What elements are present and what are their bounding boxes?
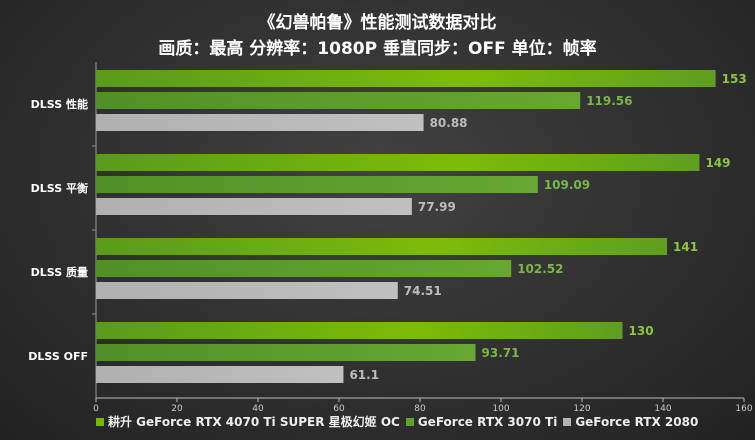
data-label: 61.1	[349, 368, 379, 382]
legend-label: GeForce RTX 2080	[575, 414, 699, 429]
legend-swatch	[96, 417, 104, 426]
bar	[96, 92, 581, 109]
x-tick-label: 60	[333, 404, 345, 414]
data-label: 153	[722, 72, 747, 86]
category-label: DLSS 性能	[31, 97, 88, 111]
data-label: 141	[673, 240, 698, 254]
x-tick-label: 100	[492, 404, 509, 414]
bar	[96, 176, 538, 193]
bar	[96, 154, 700, 171]
legend-label: GeForce RTX 3070 Ti	[417, 414, 558, 429]
data-label: 77.99	[418, 200, 456, 214]
bar	[96, 114, 424, 131]
data-label: 119.56	[586, 94, 632, 108]
x-tick-label: 40	[252, 404, 264, 414]
legend: 耕升 GeForce RTX 4070 Ti SUPER 星极幻姬 OC GeFo…	[96, 413, 698, 430]
data-label: 74.51	[404, 284, 442, 298]
data-label: 130	[629, 324, 654, 338]
legend-item: GeForce RTX 2080	[563, 415, 698, 429]
legend-item: 耕升 GeForce RTX 4070 Ti SUPER 星极幻姬 OC	[96, 413, 400, 430]
chart-title: 《幻兽帕鲁》性能测试数据对比	[258, 13, 497, 33]
x-tick-label: 140	[654, 404, 671, 414]
bar	[96, 282, 398, 299]
legend-swatch	[405, 417, 414, 426]
category-label: DLSS 平衡	[31, 181, 88, 195]
category-label: DLSS 质量	[31, 265, 88, 279]
legend-item: GeForce RTX 3070 Ti	[405, 414, 558, 429]
x-tick-label: 20	[171, 404, 183, 414]
data-label: 80.88	[430, 116, 468, 130]
bar	[96, 344, 476, 361]
data-label: 149	[705, 156, 730, 170]
bar	[96, 260, 512, 277]
x-tick-label: 160	[735, 404, 752, 414]
bar	[96, 366, 344, 383]
bar	[96, 322, 623, 339]
chart-subtitle: 画质：最高 分辨率：1080P 垂直同步：OFF 单位：帧率	[158, 39, 597, 59]
bar	[96, 198, 412, 215]
x-tick-label: 120	[573, 404, 590, 414]
data-label: 93.71	[482, 346, 520, 360]
category-label: DLSS OFF	[28, 350, 88, 363]
bar	[96, 70, 716, 87]
legend-label: 耕升 GeForce RTX 4070 Ti SUPER 星极幻姬 OC	[108, 415, 400, 429]
data-label: 102.52	[517, 262, 563, 276]
x-tick-label: 0	[93, 404, 99, 414]
legend-swatch	[563, 417, 572, 426]
data-label: 109.09	[544, 178, 590, 192]
x-tick-label: 80	[414, 404, 426, 414]
bar	[96, 238, 668, 255]
